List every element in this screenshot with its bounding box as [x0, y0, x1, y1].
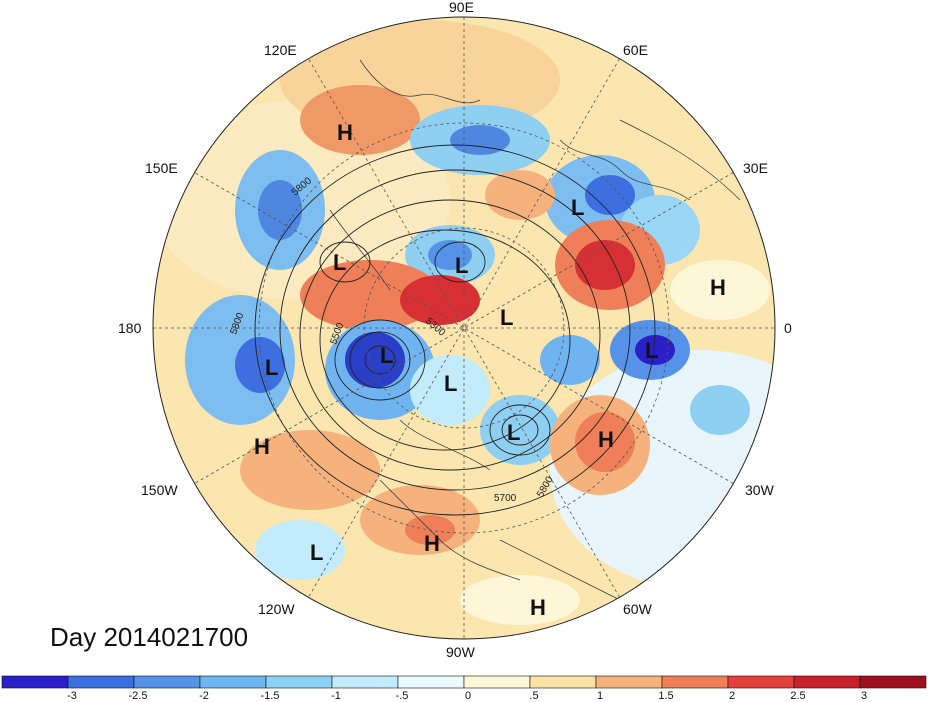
colorbar-swatch: [133, 675, 201, 689]
colorbar-tick-label: 2: [729, 690, 735, 702]
colorbar-tick-label: -.5: [396, 690, 409, 702]
lon-label-150w: 150W: [141, 482, 178, 498]
colorbar-tick-label: -2: [199, 690, 209, 702]
colorbar-tick-label: 1: [597, 690, 603, 702]
pressure-center-label: L: [310, 540, 323, 565]
longitude-labels: 90E 60E 30E 0 30W 60W 90W 120W 150W 180 …: [118, 0, 792, 660]
coastlines: [329, 59, 741, 601]
colorbar-tick-label: -1: [331, 690, 341, 702]
map-boundary: [152, 16, 776, 640]
colorbar-tick-label: .5: [529, 690, 538, 702]
pressure-center-label: L: [333, 250, 346, 275]
colorbar: [1, 675, 927, 689]
lon-label-120w: 120W: [258, 601, 295, 617]
colorbar-tick-label: 3: [861, 690, 867, 702]
pressure-center-label: L: [571, 195, 584, 220]
anomaly-shading: [153, 17, 775, 639]
colorbar-tick-label: -2.5: [129, 690, 148, 702]
lon-label-60e: 60E: [623, 42, 648, 58]
pressure-center-label: L: [500, 305, 513, 330]
lon-label-60w: 60W: [623, 601, 653, 617]
pressure-center-label: L: [645, 338, 658, 363]
lon-label-0: 0: [784, 320, 792, 336]
colorbar-swatch: [331, 675, 399, 689]
pressure-centers: H L L L L L L L L H H H L H H L H: [254, 120, 726, 620]
colorbar-tick-label: 1.5: [658, 690, 673, 702]
lon-label-150e: 150E: [145, 160, 178, 176]
colorbar-swatch: [463, 675, 531, 689]
pressure-center-label: H: [710, 275, 726, 300]
colorbar-tick-label: 0: [465, 690, 471, 702]
pressure-center-label: L: [455, 253, 468, 278]
contour-label: 5700: [494, 493, 517, 504]
pressure-center-label: L: [507, 420, 520, 445]
colorbar-swatch: [727, 675, 795, 689]
lon-label-30e: 30E: [743, 160, 768, 176]
lon-label-30w: 30W: [745, 482, 775, 498]
graticule: [153, 17, 775, 639]
pressure-center-label: H: [424, 531, 440, 556]
colorbar-swatch: [265, 675, 333, 689]
lon-label-90w: 90W: [446, 644, 476, 660]
colorbar-tick-label: -1.5: [261, 690, 280, 702]
map-title: Day 2014021700: [50, 622, 248, 652]
pressure-center-label: H: [530, 595, 546, 620]
colorbar-tick-labels: -3 -2.5 -2 -1.5 -1 -.5 0 .5 1 1.5 2 2.5 …: [67, 690, 867, 702]
colorbar-swatch: [1, 675, 69, 689]
colorbar-swatch: [595, 675, 663, 689]
colorbar-swatch: [793, 675, 861, 689]
colorbar-swatch: [397, 675, 465, 689]
pressure-center-label: H: [254, 434, 270, 459]
colorbar-tick-label: 2.5: [790, 690, 805, 702]
lon-label-180: 180: [118, 320, 142, 336]
colorbar-swatch: [661, 675, 729, 689]
pressure-center-label: L: [380, 343, 393, 368]
pressure-center-label: L: [444, 371, 457, 396]
colorbar-tick-label: -3: [67, 690, 77, 702]
lon-label-90e: 90E: [449, 0, 474, 15]
pressure-center-label: L: [265, 355, 278, 380]
colorbar-swatch: [199, 675, 267, 689]
colorbar-swatch: [67, 675, 135, 689]
pressure-center-label: H: [337, 120, 353, 145]
colorbar-swatch: [529, 675, 597, 689]
lon-label-120e: 120E: [264, 42, 297, 58]
colorbar-swatch: [859, 675, 927, 689]
height-contours: [254, 144, 656, 516]
pressure-center-label: H: [598, 427, 614, 452]
